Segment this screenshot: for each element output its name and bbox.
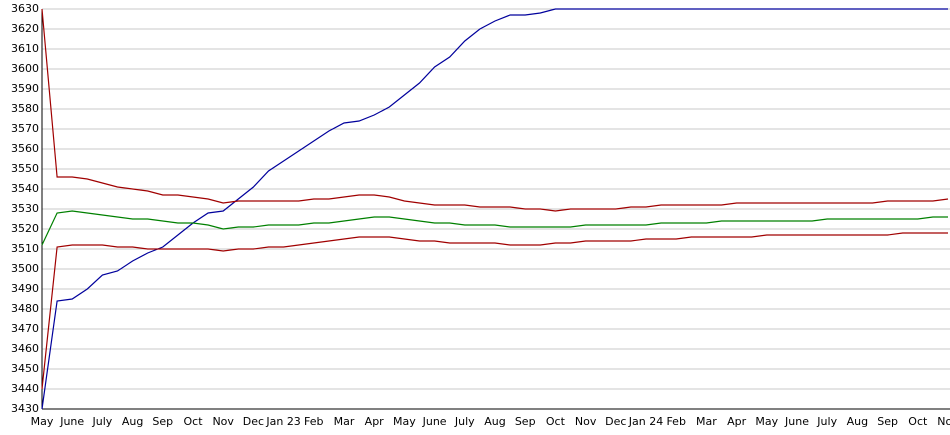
x-tick-label: Nov bbox=[212, 415, 234, 428]
y-tick-label: 3560 bbox=[11, 142, 39, 155]
y-tick-label: 3590 bbox=[11, 82, 39, 95]
y-tick-label: 3520 bbox=[11, 222, 39, 235]
x-tick-label: Oct bbox=[908, 415, 928, 428]
y-tick-label: 3570 bbox=[11, 122, 39, 135]
y-tick-label: 3580 bbox=[11, 102, 39, 115]
y-tick-label: 3480 bbox=[11, 302, 39, 315]
x-tick-label: Aug bbox=[484, 415, 505, 428]
x-tick-label: Aug bbox=[122, 415, 143, 428]
x-tick-label: Dec bbox=[243, 415, 264, 428]
y-tick-label: 3550 bbox=[11, 162, 39, 175]
x-tick-label: May bbox=[755, 415, 778, 428]
y-tick-label: 3530 bbox=[11, 202, 39, 215]
x-tick-label: Jan 24 bbox=[628, 415, 663, 428]
y-tick-label: 3630 bbox=[11, 2, 39, 15]
x-tick-label: Feb bbox=[666, 415, 685, 428]
x-tick-label: Feb bbox=[304, 415, 323, 428]
x-tick-label: Sep bbox=[877, 415, 898, 428]
y-tick-label: 3510 bbox=[11, 242, 39, 255]
x-tick-label: Jan 23 bbox=[265, 415, 300, 428]
y-tick-label: 3610 bbox=[11, 42, 39, 55]
series-line bbox=[41, 210, 948, 246]
x-tick-label: Oct bbox=[183, 415, 203, 428]
y-tick-label: 3620 bbox=[11, 22, 39, 35]
y-tick-label: 3470 bbox=[11, 322, 39, 335]
y-tick-label: 3490 bbox=[11, 282, 39, 295]
y-tick-label: 3460 bbox=[11, 342, 39, 355]
x-tick-label: Sep bbox=[515, 415, 536, 428]
x-tick-label: May bbox=[31, 415, 54, 428]
x-tick-label: May bbox=[393, 415, 416, 428]
y-tick-label: 3600 bbox=[11, 62, 39, 75]
x-tick-label: July bbox=[454, 415, 475, 428]
x-tick-label: Dec bbox=[605, 415, 626, 428]
x-tick-label: Apr bbox=[727, 415, 747, 428]
x-tick-label: Sep bbox=[152, 415, 173, 428]
y-tick-label: 3440 bbox=[11, 382, 39, 395]
series-line bbox=[41, 8, 949, 212]
y-tick-label: 3450 bbox=[11, 362, 39, 375]
x-tick-label: Oct bbox=[546, 415, 566, 428]
x-tick-label: June bbox=[784, 415, 809, 428]
y-tick-label: 3500 bbox=[11, 262, 39, 275]
y-tick-label: 3430 bbox=[11, 402, 39, 415]
series-line bbox=[41, 232, 948, 390]
x-tick-label: Mar bbox=[334, 415, 355, 428]
x-tick-label: July bbox=[816, 415, 837, 428]
x-tick-label: Nov bbox=[937, 415, 950, 428]
x-tick-label: Apr bbox=[365, 415, 385, 428]
x-tick-label: June bbox=[59, 415, 84, 428]
y-tick-label: 3540 bbox=[11, 182, 39, 195]
x-tick-label: Nov bbox=[575, 415, 597, 428]
x-tick-label: July bbox=[92, 415, 113, 428]
x-tick-label: Aug bbox=[847, 415, 868, 428]
x-tick-label: June bbox=[422, 415, 447, 428]
x-tick-label: Mar bbox=[696, 415, 717, 428]
